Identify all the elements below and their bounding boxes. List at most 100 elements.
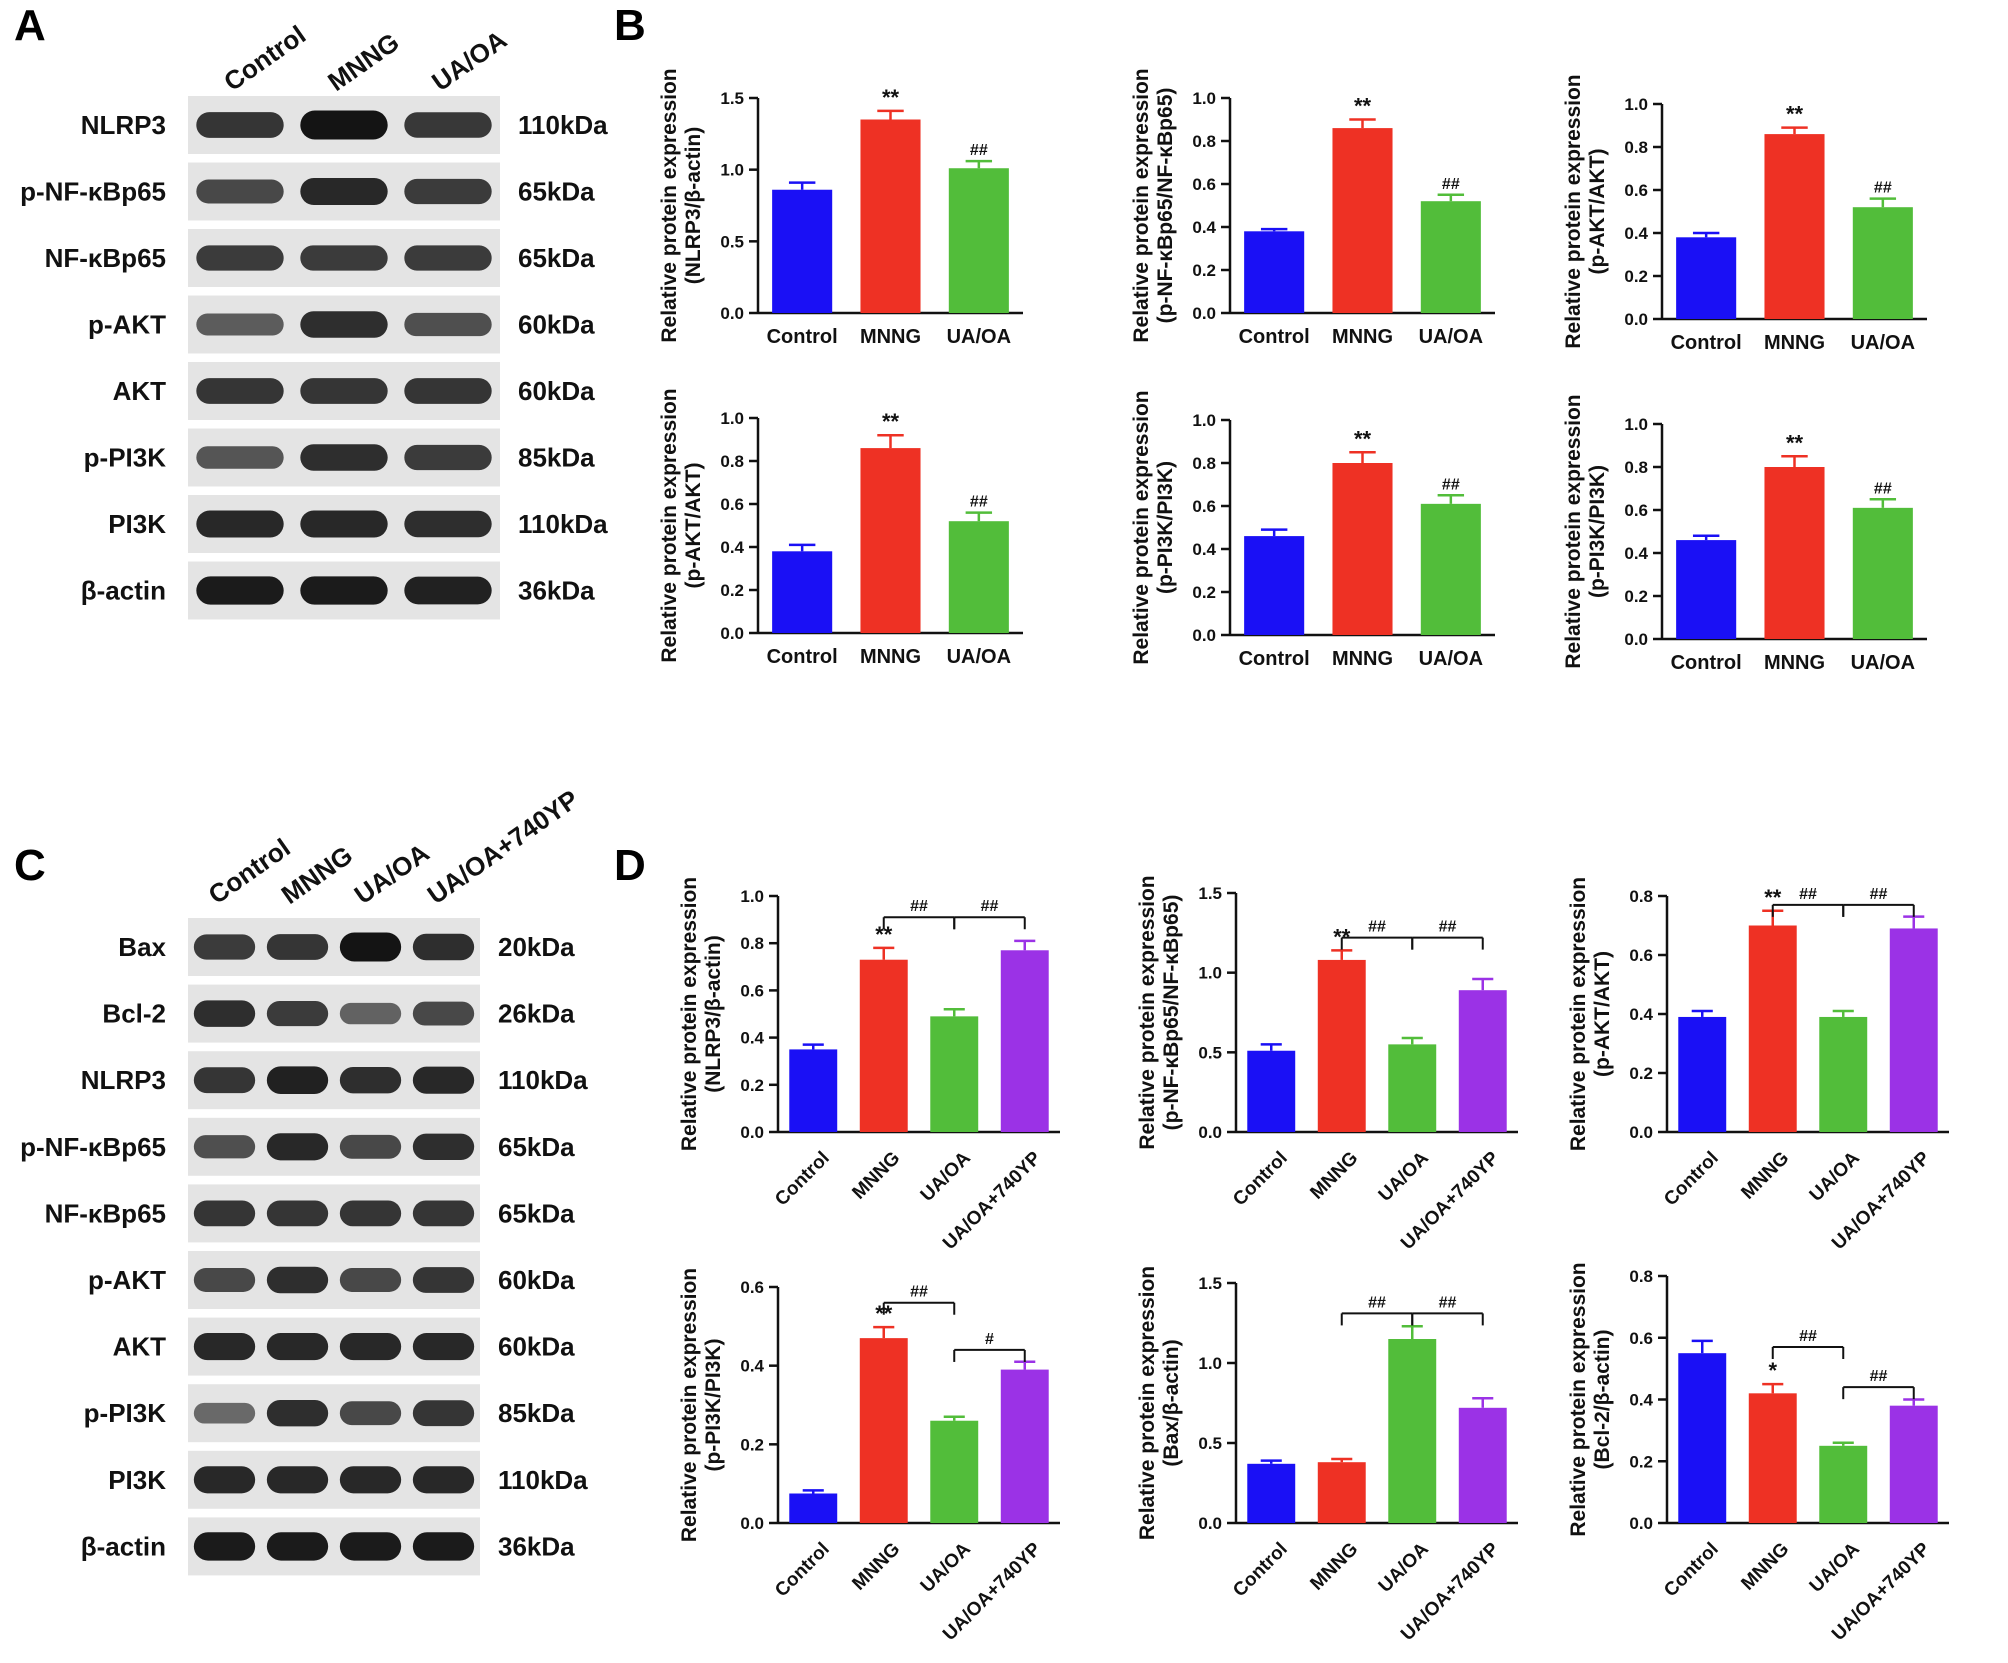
significance-mark: ##: [1874, 180, 1892, 197]
y-tick-label: 0.2: [740, 1076, 764, 1095]
bar: [948, 168, 1009, 313]
y-tick-label: 0.4: [720, 538, 744, 557]
blot-band: [404, 444, 492, 471]
y-tick-label: 0.0: [1624, 630, 1648, 649]
bar: [860, 448, 921, 633]
protein-label: Bcl-2: [102, 999, 166, 1029]
y-tick-label: 0.4: [740, 1029, 764, 1048]
protein-label: PI3K: [108, 509, 166, 539]
blot-band: [412, 1267, 475, 1293]
bar: [1247, 1050, 1296, 1132]
y-axis-label-line: Relative protein expression: [658, 68, 681, 342]
y-axis-label-line: Relative protein expression: [1567, 1262, 1590, 1536]
blot-band: [404, 378, 492, 404]
y-axis-label: Relative protein expression(p-AKT/AKT): [658, 388, 705, 662]
western-blot-panel-a: Control MNNG UA/OA NLRP3 110kDa p-NF-κBp65 65k…: [20, 19, 608, 620]
molecular-weight-label: 85kDa: [498, 1398, 575, 1428]
y-axis-label-line: (NLRP3/β-actin): [682, 127, 705, 285]
y-tick-label: 0.6: [1192, 175, 1216, 194]
bar-chart-b3: 0.0 0.2 0.4 0.6 0.8 1.0 Relative protein expre…: [1562, 74, 1927, 354]
bar: [1317, 959, 1366, 1132]
blot-band: [193, 1200, 256, 1227]
blot-band: [300, 378, 388, 404]
blot-band: [266, 1466, 329, 1494]
significance-mark: ##: [1799, 1328, 1817, 1345]
blot-band: [300, 110, 388, 140]
y-axis-label: Relative protein expression(p-NF-κBp65/N…: [1136, 875, 1183, 1149]
significance-mark: ##: [1870, 886, 1888, 903]
blot-band: [193, 1268, 256, 1292]
bar-chart-b1: 0.0 0.5 1.0 1.5 Relative protein expression(…: [658, 68, 1023, 348]
blot-band: [404, 178, 492, 205]
y-tick-label: 0.4: [1624, 544, 1648, 563]
blot-band: [339, 932, 402, 962]
x-tick-label: UA/OA: [917, 1148, 975, 1206]
molecular-weight-label: 110kDa: [498, 1465, 588, 1495]
blot-row: AKT 60kDa: [113, 1317, 575, 1376]
significance-mark: ##: [970, 494, 988, 511]
x-tick-label: Control: [1239, 326, 1310, 348]
bar-chart-d4: 0.0 0.2 0.4 0.6 Relative protein expression(…: [678, 1268, 1060, 1645]
significance-mark: ##: [1368, 919, 1386, 936]
molecular-weight-label: 65kDa: [498, 1132, 575, 1162]
y-tick-label: 1.0: [1192, 89, 1216, 108]
y-tick-label: 1.0: [720, 409, 744, 428]
blot-band: [193, 1466, 256, 1494]
x-tick-label: UA/OA: [1806, 1148, 1864, 1206]
y-axis-label: Relative protein expression(NLRP3/β-acti…: [658, 68, 705, 342]
blot-band: [196, 576, 284, 605]
y-axis-label-line: (Bax/β-actin): [1160, 1339, 1183, 1466]
significance-mark: **: [882, 85, 900, 110]
y-tick-label: 0.8: [1629, 1267, 1653, 1286]
blot-band: [266, 1200, 329, 1227]
blot-band: [196, 179, 284, 204]
blot-band: [339, 1134, 402, 1159]
x-tick-label: UA/OA: [1419, 648, 1483, 670]
bar-chart-b4: 0.0 0.2 0.4 0.6 0.8 1.0 Relative protein expre…: [658, 388, 1023, 668]
blot-band: [412, 1532, 475, 1561]
y-axis-label-line: (p-NF-κBp65/NF-κBp65): [1160, 895, 1183, 1131]
blot-row: β-actin 36kDa: [81, 561, 595, 620]
y-axis-label-line: (NLRP3/β-actin): [702, 935, 725, 1093]
y-tick-label: 1.5: [720, 89, 744, 108]
bar: [1332, 463, 1393, 635]
y-axis-label-line: (p-AKT/AKT): [1586, 149, 1609, 275]
y-tick-label: 1.0: [1624, 415, 1648, 434]
blot-band: [266, 1333, 329, 1361]
y-axis-label: Relative protein expression(Bcl-2/β-acti…: [1567, 1262, 1614, 1536]
y-tick-label: 0.2: [1629, 1452, 1653, 1471]
blot-band: [339, 1268, 402, 1292]
bar: [789, 1493, 838, 1523]
blot-band: [412, 1066, 475, 1094]
blot-band: [412, 1133, 475, 1161]
blot-row: p-PI3K 85kDa: [84, 428, 595, 487]
significance-mark: ##: [1870, 1368, 1888, 1385]
blot-band: [300, 177, 388, 206]
x-tick-label: MNNG: [1764, 652, 1825, 674]
x-tick-label: Control: [767, 646, 838, 668]
y-tick-label: 0.0: [1629, 1514, 1653, 1533]
x-tick-label: UA/OA: [1851, 652, 1915, 674]
blot-band: [193, 1067, 256, 1094]
x-tick-label: MNNG: [860, 326, 921, 348]
blot-band: [412, 933, 475, 961]
molecular-weight-label: 110kDa: [518, 110, 608, 140]
y-axis-label-line: (p-PI3K/PI3K): [1586, 465, 1609, 598]
blot-row: p-NF-κBp65 65kDa: [20, 162, 595, 221]
blot-band: [196, 313, 284, 336]
x-tick-label: MNNG: [1306, 1539, 1362, 1595]
molecular-weight-label: 60kDa: [498, 1332, 575, 1362]
molecular-weight-label: 85kDa: [518, 443, 595, 473]
molecular-weight-label: 60kDa: [518, 376, 595, 406]
significance-mark: ##: [970, 142, 988, 159]
x-tick-label: MNNG: [848, 1539, 904, 1595]
y-tick-label: 1.0: [1624, 95, 1648, 114]
protein-label: β-actin: [81, 576, 166, 606]
bar: [1764, 134, 1825, 319]
bar: [1748, 925, 1797, 1132]
blot-band: [193, 1333, 256, 1361]
y-tick-label: 0.6: [1624, 501, 1648, 520]
bar: [1247, 1463, 1296, 1523]
x-tick-label: Control: [771, 1148, 834, 1211]
blot-band: [266, 1066, 329, 1095]
